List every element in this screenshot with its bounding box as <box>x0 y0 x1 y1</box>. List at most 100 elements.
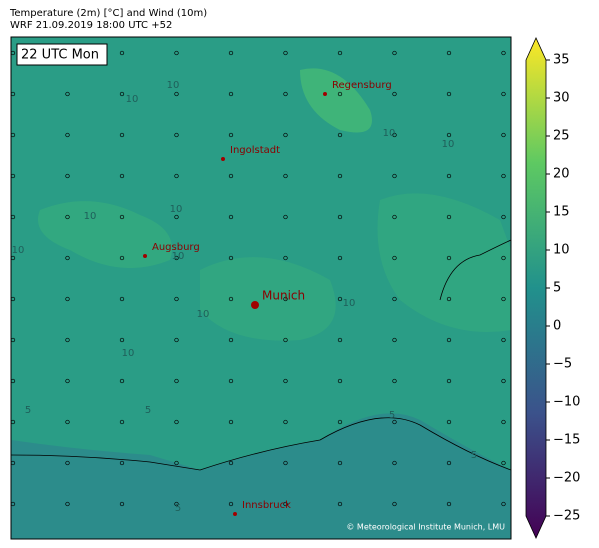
station <box>119 132 125 138</box>
station <box>283 214 288 220</box>
station <box>501 255 506 261</box>
station <box>392 214 397 220</box>
station <box>337 419 343 425</box>
station <box>337 132 343 138</box>
colorbar-tick-label: 5 <box>553 281 561 296</box>
station <box>392 173 397 179</box>
station <box>174 337 179 343</box>
warm-area <box>38 201 172 268</box>
city-label: Ingolstadt <box>230 145 280 156</box>
station <box>65 460 70 466</box>
station <box>65 419 70 425</box>
station <box>283 50 288 56</box>
station <box>283 296 288 302</box>
colorbar-tick-label: −25 <box>553 509 580 524</box>
station <box>501 460 506 466</box>
station <box>174 419 179 425</box>
station <box>174 132 179 138</box>
colorbar-tick-label: −10 <box>553 395 580 410</box>
station <box>228 173 234 179</box>
station <box>392 255 397 261</box>
city-label: Regensburg <box>332 80 392 91</box>
map-frame <box>10 36 512 540</box>
station <box>283 91 288 97</box>
station <box>283 419 288 425</box>
station <box>501 337 506 343</box>
station <box>337 214 343 220</box>
city-label: Innsbruck <box>242 500 291 511</box>
colorbar-tick-label: 20 <box>553 167 570 182</box>
station <box>337 50 343 56</box>
station <box>446 50 452 56</box>
station <box>337 337 343 343</box>
city-label: Munich <box>262 289 305 303</box>
contour-label: 10 <box>172 251 185 262</box>
station <box>228 214 234 220</box>
station <box>65 173 70 179</box>
credit: © Meteorological Institute Munich, LMU <box>346 523 505 532</box>
station <box>392 132 397 138</box>
colorbar <box>525 37 547 539</box>
station <box>228 296 234 302</box>
station <box>174 296 179 302</box>
station <box>119 173 125 179</box>
station <box>174 214 179 220</box>
time-box <box>16 43 108 66</box>
station <box>446 173 452 179</box>
city-marker <box>221 157 225 161</box>
station <box>446 337 452 343</box>
station <box>446 378 452 384</box>
contour-label: 10 <box>84 211 97 222</box>
contour-label: 10 <box>122 348 135 359</box>
station <box>283 501 288 507</box>
city-marker <box>323 92 327 96</box>
station <box>119 255 125 261</box>
station <box>501 296 506 302</box>
map: 10 10 10 10 10 10 10 10 10 10 10 5 5 5 5 5 Regensburg Ing… <box>10 36 512 540</box>
station <box>174 173 179 179</box>
station <box>65 337 70 343</box>
station <box>337 173 343 179</box>
station <box>392 50 397 56</box>
station <box>501 132 506 138</box>
alpine-region <box>11 413 511 539</box>
station <box>446 255 452 261</box>
colorbar-tick-label: −15 <box>553 433 580 448</box>
station <box>119 214 125 220</box>
contour-label: 5 <box>471 450 477 461</box>
colorbar-tick-label: 35 <box>553 53 570 68</box>
station <box>174 378 179 384</box>
station <box>337 460 343 466</box>
station <box>174 50 179 56</box>
subtitle: WRF 21.09.2019 18:00 UTC +52 <box>10 20 172 31</box>
contour-label: 10 <box>383 128 396 139</box>
station <box>119 337 125 343</box>
station <box>446 296 452 302</box>
contour-label: 10 <box>12 245 25 256</box>
station <box>392 296 397 302</box>
contour-label: 5 <box>25 405 31 416</box>
station <box>337 378 343 384</box>
city-marker <box>251 301 259 309</box>
colorbar-tick-label: −20 <box>553 471 580 486</box>
contour-label: 10 <box>167 80 180 91</box>
contour-label: 10 <box>442 139 455 150</box>
station <box>228 378 234 384</box>
station <box>446 132 452 138</box>
station <box>501 50 506 56</box>
contour-label: 10 <box>126 94 139 105</box>
station <box>337 255 343 261</box>
station <box>283 460 288 466</box>
station <box>283 378 288 384</box>
station <box>65 132 70 138</box>
station <box>501 378 506 384</box>
station <box>392 460 397 466</box>
city-marker <box>143 254 147 258</box>
station <box>501 173 506 179</box>
station <box>228 91 234 97</box>
title: Temperature (2m) [°C] and Wind (10m) <box>9 8 207 19</box>
station <box>119 378 125 384</box>
station <box>174 501 179 507</box>
station <box>65 91 70 97</box>
colorbar-tick-label: 25 <box>553 129 570 144</box>
